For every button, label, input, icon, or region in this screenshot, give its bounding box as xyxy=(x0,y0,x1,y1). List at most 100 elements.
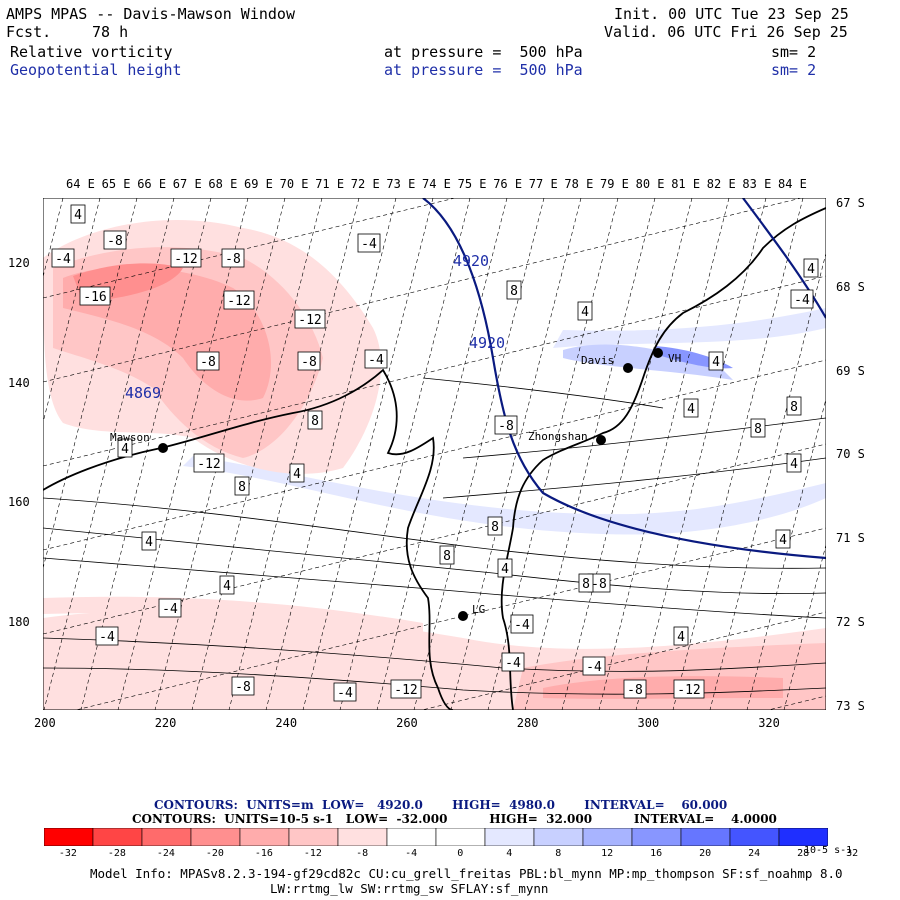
y-grid-label: 140 xyxy=(8,376,30,390)
svg-text:-4: -4 xyxy=(368,353,384,368)
vorticity-contour-label: -8 xyxy=(232,677,254,695)
latitude-label: 67 S xyxy=(836,196,865,210)
y-grid-label: 160 xyxy=(8,495,30,509)
vorticity-contour-label: -12 xyxy=(391,680,421,698)
svg-text:8: 8 xyxy=(443,549,451,564)
vorticity-contour-label: -8 xyxy=(104,231,126,249)
svg-text:-4: -4 xyxy=(337,686,353,701)
svg-text:-4: -4 xyxy=(505,656,521,671)
y-grid-label: 180 xyxy=(8,615,30,629)
svg-text:-8: -8 xyxy=(498,419,514,434)
svg-text:-4: -4 xyxy=(586,660,602,675)
colorbar-segment xyxy=(240,828,289,846)
colorbar-tick-label: 16 xyxy=(650,848,662,859)
latitude-label: 70 S xyxy=(836,447,865,461)
forecast-hour: 78 h xyxy=(92,24,128,40)
svg-text:-4: -4 xyxy=(514,618,530,633)
vorticity-contour-label: -4 xyxy=(502,653,524,671)
svg-text:-12: -12 xyxy=(227,294,250,309)
vorticity-contour-label: 8 xyxy=(579,574,593,592)
latitude-label: 73 S xyxy=(836,699,865,713)
field1-name: Relative vorticity xyxy=(10,44,173,60)
colorbar-tick-label: 4 xyxy=(506,848,512,859)
colorbar-segment xyxy=(142,828,191,846)
zhongshan-label: Zhongshan xyxy=(528,430,588,443)
vorticity-contour-label: 4 xyxy=(684,399,698,417)
field1-level: at pressure = 500 hPa xyxy=(384,44,583,60)
svg-text:4: 4 xyxy=(687,402,695,417)
colorbar-segment xyxy=(44,828,93,846)
vorticity-map: 4 -8 -4 -12 -8 -16 -12 -12 -8 -8 -4 -4 8 4 -8 -12 4 8 4 4 8 8… xyxy=(43,198,826,710)
colorbar-segment xyxy=(681,828,730,846)
colorbar-tick-label: 24 xyxy=(748,848,760,859)
colorbar-tick-label: -16 xyxy=(255,848,273,859)
svg-text:4: 4 xyxy=(74,208,82,223)
svg-text:4: 4 xyxy=(293,467,301,482)
vorticity-contour-label: -8 xyxy=(222,249,244,267)
vorticity-contour-label: 4 xyxy=(804,259,818,277)
vorticity-contour-label: -12 xyxy=(194,454,224,472)
svg-text:4: 4 xyxy=(145,535,153,550)
longitude-label: 83 E xyxy=(742,177,771,191)
colorbar-tick-label: 12 xyxy=(601,848,613,859)
vorticity-contour-label: 8 xyxy=(440,546,454,564)
colorbar-segment xyxy=(534,828,583,846)
field2-level: at pressure = 500 hPa xyxy=(384,62,583,78)
svg-text:4: 4 xyxy=(807,262,815,277)
svg-text:8: 8 xyxy=(238,480,246,495)
y-grid-label: 120 xyxy=(8,256,30,270)
vorticity-contour-label: -12 xyxy=(171,249,201,267)
svg-text:-8: -8 xyxy=(225,252,241,267)
svg-text:-8: -8 xyxy=(200,355,216,370)
longitude-label: 73 E xyxy=(386,177,415,191)
vorticity-contour-label: -12 xyxy=(674,680,704,698)
x-grid-label: 280 xyxy=(517,716,539,730)
vorticity-contour-label: 8 xyxy=(507,281,521,299)
svg-text:8: 8 xyxy=(790,400,798,415)
lg-station-marker xyxy=(458,611,468,621)
colorbar-tick-label: -8 xyxy=(356,848,368,859)
height-contour-info: CONTOURS: UNITS=m LOW= 4920.0 HIGH= 4980… xyxy=(154,798,727,812)
vorticity-contour-label: -4 xyxy=(365,350,387,368)
vorticity-contour-label: 4 xyxy=(674,627,688,645)
svg-text:-12: -12 xyxy=(298,313,321,328)
vorticity-contour-label: -4 xyxy=(159,599,181,617)
mawson-station-marker xyxy=(158,443,168,453)
svg-text:4: 4 xyxy=(677,630,685,645)
longitude-label: 64 E xyxy=(66,177,95,191)
vorticity-contour-label: -8 xyxy=(197,352,219,370)
vorticity-contour-label: 4 xyxy=(776,530,790,548)
longitude-label: 79 E xyxy=(600,177,629,191)
longitude-label: 78 E xyxy=(564,177,593,191)
field2-smooth: sm= 2 xyxy=(771,62,816,78)
longitude-label: 74 E xyxy=(422,177,451,191)
vorticity-contour-label: -4 xyxy=(52,249,74,267)
colorbar-segment xyxy=(779,828,828,846)
longitude-label: 71 E xyxy=(315,177,344,191)
colorbar-segment xyxy=(191,828,240,846)
longitude-label: 80 E xyxy=(636,177,665,191)
mawson-label: Mawson xyxy=(110,431,150,444)
svg-text:8: 8 xyxy=(510,284,518,299)
vorticity-contour-label: -8 xyxy=(495,416,517,434)
davis-label: Davis xyxy=(581,354,614,367)
colorbar-tick-label: -20 xyxy=(206,848,224,859)
vh-station-marker xyxy=(653,348,663,358)
svg-text:8: 8 xyxy=(491,520,499,535)
colorbar-tick-label: -12 xyxy=(304,848,322,859)
zhongshan-station-marker xyxy=(596,435,606,445)
colorbar-tick-label: -24 xyxy=(157,848,175,859)
svg-text:-12: -12 xyxy=(677,683,700,698)
vorticity-contour-label: -4 xyxy=(334,683,356,701)
svg-text:8: 8 xyxy=(311,414,319,429)
lg-label: LG xyxy=(472,603,485,616)
colorbar-segment xyxy=(485,828,534,846)
svg-text:4: 4 xyxy=(223,579,231,594)
colorbar-segment xyxy=(93,828,142,846)
svg-text:4: 4 xyxy=(712,355,720,370)
vorticity-contour-info: CONTOURS: UNITS=10-5 s-1 LOW= -32.000 HI… xyxy=(132,812,777,826)
vorticity-contour-label: 4 xyxy=(709,352,723,370)
vorticity-contour-label: -4 xyxy=(358,234,380,252)
vorticity-contour-label: 4 xyxy=(498,559,512,577)
height-contour-label: 4869 xyxy=(125,384,161,402)
